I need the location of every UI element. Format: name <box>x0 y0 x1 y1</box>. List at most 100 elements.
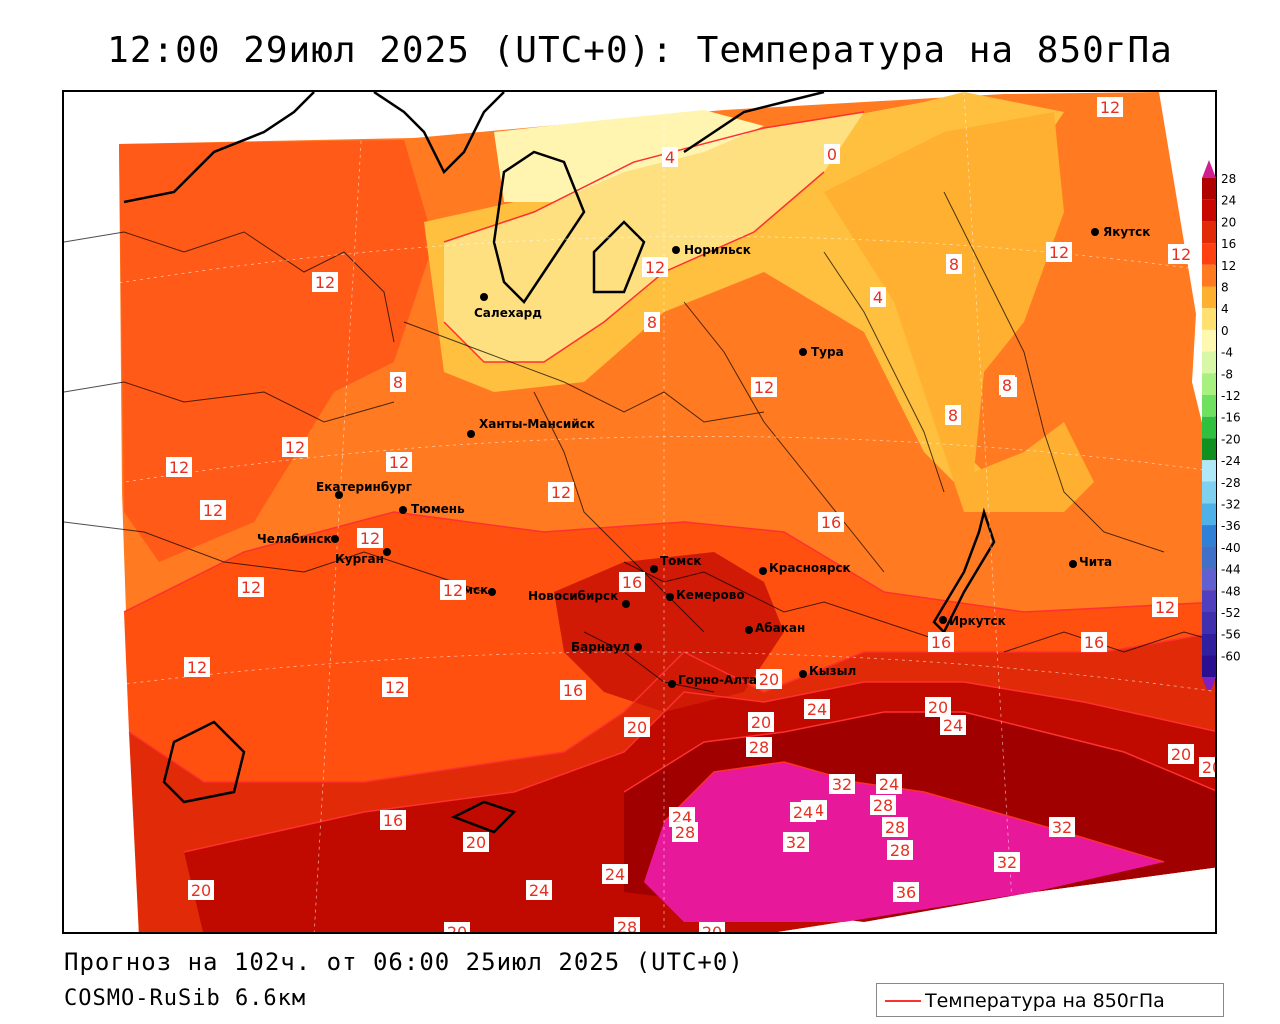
contour-label: 12 <box>642 257 668 277</box>
map-title: 12:00 29июл 2025 (UTC+0): Температура на… <box>107 30 1173 71</box>
svg-text:Барнаул: Барнаул <box>571 640 630 654</box>
contour-label: 8 <box>946 254 962 274</box>
svg-text:12: 12 <box>241 578 261 597</box>
color-scale-swatch <box>1202 416 1216 439</box>
svg-text:4: 4 <box>873 288 883 307</box>
color-scale-tick: -36 <box>1221 519 1241 533</box>
svg-text:24: 24 <box>529 881 549 900</box>
svg-text:Абакан: Абакан <box>755 621 805 635</box>
color-scale-tick: -32 <box>1221 498 1241 512</box>
color-scale-tick: -48 <box>1221 584 1241 598</box>
svg-text:Салехард: Салехард <box>474 306 542 320</box>
svg-text:16: 16 <box>563 681 583 700</box>
svg-text:16: 16 <box>931 633 951 652</box>
contour-label: 12 <box>382 677 408 697</box>
svg-text:4: 4 <box>665 148 675 167</box>
city-salekhard: Салехард <box>474 293 542 320</box>
color-scale-swatch <box>1202 655 1216 678</box>
svg-text:12: 12 <box>360 529 380 548</box>
svg-text:Ханты-Мансийск: Ханты-Мансийск <box>479 417 595 431</box>
contour-label: 28 <box>887 840 913 860</box>
color-scale-swatch <box>1202 286 1216 309</box>
color-scale-swatch <box>1202 373 1216 395</box>
svg-text:32: 32 <box>786 833 806 852</box>
city-khanty-mansiysk: Ханты-Мансийск <box>467 417 595 438</box>
contour-label: 24 <box>940 715 966 735</box>
contour-label: 12 <box>282 437 308 457</box>
contour-label: 12 <box>184 657 210 677</box>
color-scale-tick: -20 <box>1221 432 1241 446</box>
svg-text:8: 8 <box>647 313 657 332</box>
city-irkutsk: Иркутск <box>939 614 1006 628</box>
contour-label: 16 <box>619 572 645 592</box>
svg-text:28: 28 <box>749 738 769 757</box>
svg-text:28: 28 <box>873 796 893 815</box>
legend-line-swatch <box>885 1000 921 1002</box>
svg-text:Тюмень: Тюмень <box>411 502 465 516</box>
svg-text:Красноярск: Красноярск <box>769 561 851 575</box>
svg-text:Иркутск: Иркутск <box>949 614 1006 628</box>
svg-text:20: 20 <box>191 881 211 900</box>
color-scale-tick: -56 <box>1221 628 1241 642</box>
svg-text:12: 12 <box>187 658 207 677</box>
contour-label: 20 <box>756 669 782 689</box>
svg-text:12: 12 <box>285 438 305 457</box>
color-scale-swatch <box>1202 633 1216 656</box>
city-tura: Тура <box>799 345 844 359</box>
coastlines <box>123 92 996 834</box>
color-scale-tick: 12 <box>1221 259 1236 273</box>
svg-text:32: 32 <box>1052 818 1072 837</box>
color-scale-swatch <box>1202 525 1216 547</box>
svg-text:24: 24 <box>943 716 963 735</box>
color-scale-tick: -24 <box>1221 454 1241 468</box>
color-scale-svg: 28 24 20 16 12 8 4 0 -4 -8 -12 -16 -20 -24 -28 -32 -36 -4… <box>1202 160 1241 690</box>
svg-text:32: 32 <box>832 775 852 794</box>
contour-label: 24 <box>526 880 552 900</box>
contour-label: 4 <box>870 287 886 307</box>
svg-text:12: 12 <box>443 581 463 600</box>
svg-text:16: 16 <box>1084 633 1104 652</box>
contour-label: 20 <box>463 832 489 852</box>
color-scale-tick: -40 <box>1221 541 1241 555</box>
color-scale-tick: -28 <box>1221 476 1241 490</box>
band-16-west <box>119 140 434 562</box>
color-scale-tick: -4 <box>1221 346 1233 360</box>
svg-text:12: 12 <box>645 258 665 277</box>
color-scale-tick: -52 <box>1221 606 1241 620</box>
svg-text:Кемерово: Кемерово <box>676 588 745 602</box>
svg-text:12: 12 <box>169 458 189 477</box>
svg-text:0: 0 <box>827 145 837 164</box>
contour-label: 12 <box>166 457 192 477</box>
svg-text:Томск: Томск <box>660 554 702 568</box>
contour-label: 36 <box>893 882 919 902</box>
city-norilsk: Норильск <box>672 243 751 257</box>
temperature-map[interactable]: Якутск Норильск Салехард Тура Ханты-Манс… <box>62 90 1217 934</box>
svg-text:36: 36 <box>896 883 916 902</box>
svg-text:12: 12 <box>385 678 405 697</box>
svg-text:28: 28 <box>617 918 637 934</box>
color-scale-top-arrow <box>1202 160 1216 178</box>
color-scale-swatch <box>1202 590 1216 612</box>
color-scale-tick: -16 <box>1221 411 1241 425</box>
svg-text:8: 8 <box>393 373 403 392</box>
city-tyumen: Тюмень <box>399 502 465 516</box>
color-scale-tick: -12 <box>1221 389 1241 403</box>
contour-label: 12 <box>238 577 264 597</box>
color-scale-swatch <box>1202 568 1216 591</box>
contour-label: 12 <box>357 528 383 548</box>
isotherm-lines <box>123 111 1215 863</box>
map-legend: Температура на 850гПа <box>876 983 1224 1017</box>
svg-text:12: 12 <box>315 273 335 292</box>
band-20-altai <box>554 552 784 712</box>
svg-text:Чита: Чита <box>1079 555 1112 569</box>
svg-text:20: 20 <box>447 923 467 934</box>
contour-label: 20 <box>188 880 214 900</box>
svg-text:28: 28 <box>675 823 695 842</box>
svg-text:20: 20 <box>1202 758 1217 777</box>
color-scale-tick: 16 <box>1221 237 1236 251</box>
contour-label: 0 <box>824 144 840 164</box>
city-markers: Якутск Норильск Салехард Тура Ханты-Манс… <box>257 225 1150 688</box>
contour-label: 16 <box>380 810 406 830</box>
svg-text:Екатеринбург: Екатеринбург <box>316 480 412 494</box>
map-canvas: Якутск Норильск Салехард Тура Ханты-Манс… <box>64 92 1217 934</box>
